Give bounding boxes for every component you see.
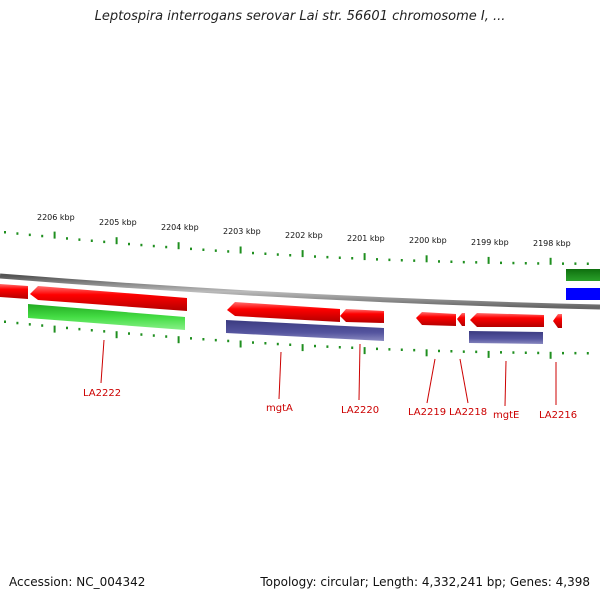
gene-label-la2222[interactable]: LA2222: [83, 388, 121, 399]
scale-label-2206: 2206 kbp: [37, 213, 75, 222]
inner-tick-row: [4, 320, 589, 359]
scale-label-2200: 2200 kbp: [409, 236, 447, 245]
gene-label-la2219[interactable]: LA2219: [408, 407, 446, 418]
cds-bar-green[interactable]: [28, 304, 185, 330]
scale-label-2203: 2203 kbp: [223, 227, 261, 236]
label-leaders: [100, 339, 557, 407]
gene-arrow[interactable]: [340, 309, 384, 323]
scale-label-2198: 2198 kbp: [533, 239, 571, 248]
scale-label-2202: 2202 kbp: [285, 231, 323, 240]
gene-arrow[interactable]: [30, 286, 187, 311]
leader-la2218: [459, 358, 469, 404]
gene-arrow[interactable]: [553, 314, 562, 328]
leader-mgta: [278, 351, 282, 400]
gene-arrow[interactable]: [470, 313, 544, 327]
gene-arrow[interactable]: [416, 312, 456, 326]
gene-label-la2216[interactable]: LA2216: [539, 410, 577, 421]
feature-dark-green[interactable]: [566, 269, 600, 281]
gene-label-la2218[interactable]: LA2218: [449, 407, 487, 418]
leader-la2222: [100, 339, 105, 384]
topology-text: Topology: circular; Length: 4,332,241 bp…: [260, 575, 590, 589]
gene-label-mgte[interactable]: mgtE: [493, 410, 519, 421]
gene-labels: LA2222 mgtA LA2220 LA2219 LA2218 mgtE LA…: [83, 388, 577, 421]
leader-la2219: [426, 358, 436, 404]
gene-label-mgta[interactable]: mgtA: [266, 403, 293, 414]
gene-track-cds: [28, 304, 543, 344]
scale-labels: 2206 kbp 2205 kbp 2204 kbp 2203 kbp 2202…: [37, 213, 571, 248]
cds-bar-purple[interactable]: [226, 320, 384, 341]
leader-la2220: [358, 343, 361, 401]
gene-arrow[interactable]: [457, 313, 465, 326]
gene-label-la2220[interactable]: LA2220: [341, 405, 379, 416]
accession-text: Accession: NC_004342: [9, 575, 146, 589]
cds-bar-purple[interactable]: [469, 331, 543, 344]
gene-arrow[interactable]: [0, 284, 28, 299]
outer-tick-row: [4, 231, 589, 265]
gene-arrow[interactable]: [227, 302, 340, 322]
scale-label-2205: 2205 kbp: [99, 218, 137, 227]
feature-blue[interactable]: [566, 288, 600, 300]
scale-label-2199: 2199 kbp: [471, 238, 509, 247]
map-title: Leptospira interrogans serovar Lai str. …: [94, 9, 506, 24]
gene-track-forward: [0, 284, 562, 328]
leader-mgte: [504, 360, 507, 407]
scale-label-2201: 2201 kbp: [347, 234, 385, 243]
chromosome-backbone: [0, 273, 600, 310]
scale-label-2204: 2204 kbp: [161, 223, 199, 232]
